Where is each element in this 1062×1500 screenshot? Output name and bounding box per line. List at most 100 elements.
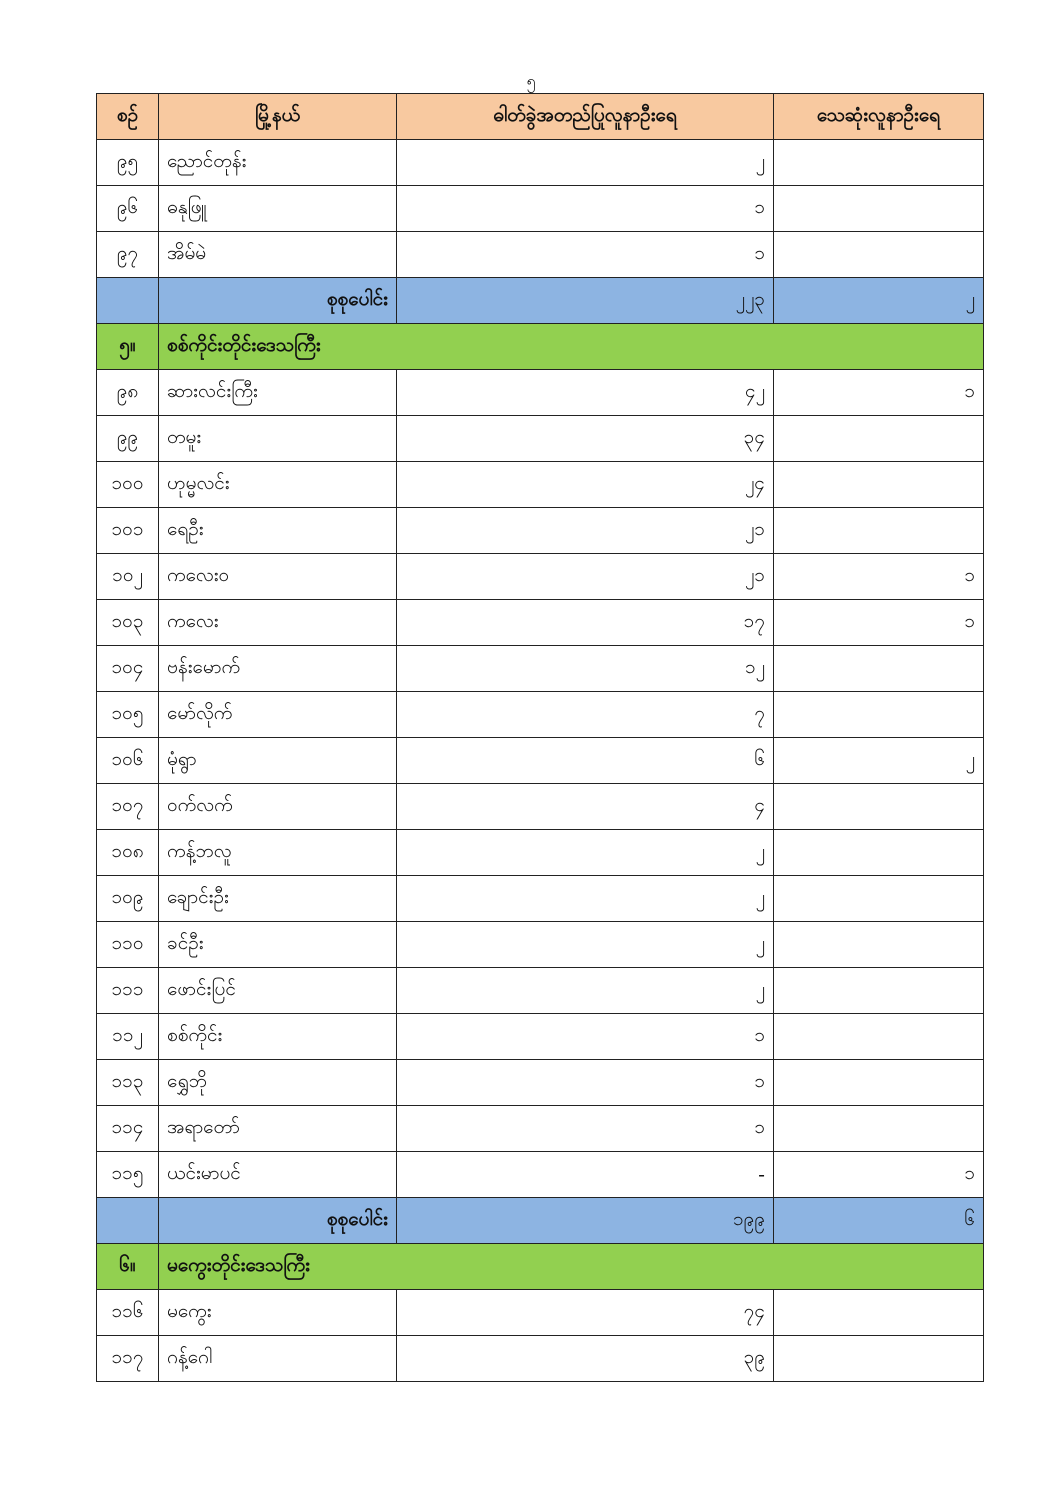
- township-name: ခင်ဦး: [158, 921, 397, 968]
- table-row: ၉၅ ညောင်တုန်း၂: [96, 139, 984, 186]
- township-name: ချောင်းဦး: [158, 875, 397, 922]
- total-blank: [96, 277, 159, 324]
- header-township: မြို့နယ်: [158, 93, 397, 140]
- death-count: ၁: [773, 599, 984, 646]
- township-name: ကန့်ဘလူ: [158, 829, 397, 876]
- death-count: [773, 415, 984, 462]
- section-number: ၅။: [96, 323, 159, 370]
- header-row: စဉ် မြို့နယ် ဓါတ်ခွဲအတည်ပြုလူနာဦးရေ သေဆု…: [96, 93, 984, 140]
- confirmed-count: ၃၉: [396, 1335, 774, 1382]
- township-name: ညောင်တုန်း: [158, 139, 397, 186]
- confirmed-count: ၁: [396, 185, 774, 232]
- row-number: ၁၁၁: [96, 967, 159, 1014]
- row-number: ၁၀၅: [96, 691, 159, 738]
- section-number: ၆။: [96, 1243, 159, 1290]
- confirmed-count: ၇: [396, 691, 774, 738]
- death-count: [773, 1289, 984, 1336]
- death-count: [773, 967, 984, 1014]
- row-number: ၁၁၂: [96, 1013, 159, 1060]
- death-count: [773, 1335, 984, 1382]
- confirmed-count: -: [396, 1151, 774, 1198]
- region-name: မကွေးတိုင်းဒေသကြီး: [158, 1243, 984, 1290]
- death-count: [773, 1013, 984, 1060]
- confirmed-count: ၁: [396, 1013, 774, 1060]
- death-count: [773, 139, 984, 186]
- row-number: ၁၀၉: [96, 875, 159, 922]
- confirmed-count: ၁၂: [396, 645, 774, 692]
- death-count: [773, 875, 984, 922]
- confirmed-count: ၁၇: [396, 599, 774, 646]
- township-name: အရာတော်: [158, 1105, 397, 1152]
- death-count: ၁: [773, 553, 984, 600]
- death-count: [773, 1105, 984, 1152]
- total-label: စုစုပေါင်း: [158, 277, 397, 324]
- total-deaths: ၂: [773, 277, 984, 324]
- row-number: ၁၀၄: [96, 645, 159, 692]
- table-row: ၁၀၃ ကလေး ၁၇၁: [96, 599, 984, 646]
- table-row: ၁၁၃ ရွှေဘို၁: [96, 1059, 984, 1106]
- confirmed-count: ၁: [396, 1105, 774, 1152]
- table-row: ၁၀၀ ဟုမ္မလင်း ၂၄: [96, 461, 984, 508]
- table-row: ၁၁၇ ဂန့်ဂေါ ၃၉: [96, 1335, 984, 1382]
- death-count: [773, 231, 984, 278]
- township-name: ဝက်လက်: [158, 783, 397, 830]
- table-row: ၉၉ တမူး ၃၄: [96, 415, 984, 462]
- township-name: ကလေး: [158, 599, 397, 646]
- table-row: ၁၀၄ ဗန်းမောက် ၁၂: [96, 645, 984, 692]
- death-count: [773, 507, 984, 554]
- header-no: စဉ်: [96, 93, 159, 140]
- township-name: ဂန့်ဂေါ: [158, 1335, 397, 1382]
- township-name: ကလေးဝ: [158, 553, 397, 600]
- death-count: [773, 783, 984, 830]
- township-name: စစ်ကိုင်း: [158, 1013, 397, 1060]
- table-row: ၁၀၁ ရေဦး ၂၁: [96, 507, 984, 554]
- confirmed-count: ၁: [396, 1059, 774, 1106]
- table-row: ၁၁၀ ခင်ဦး၂: [96, 921, 984, 968]
- confirmed-count: ၃၄: [396, 415, 774, 462]
- table-row: ၁၀၅ မော်လိုက်၇: [96, 691, 984, 738]
- row-number: ၁၀၂: [96, 553, 159, 600]
- township-name: ဓနုဖြူ: [158, 185, 397, 232]
- confirmed-count: ၂၄: [396, 461, 774, 508]
- death-count: ၂: [773, 737, 984, 784]
- row-number: ၉၈: [96, 369, 159, 416]
- total-deaths: ၆: [773, 1197, 984, 1244]
- death-count: [773, 1059, 984, 1106]
- total-confirmed: ၁၉၉: [396, 1197, 774, 1244]
- township-cases-table: စဉ် မြို့နယ် ဓါတ်ခွဲအတည်ပြုလူနာဦးရေ သေဆု…: [96, 93, 984, 1382]
- township-name: ဖောင်းပြင်: [158, 967, 397, 1014]
- confirmed-count: ၂: [396, 829, 774, 876]
- total-label: စုစုပေါင်း: [158, 1197, 397, 1244]
- confirmed-count: ၄: [396, 783, 774, 830]
- table-row: ၁၀၈ ကန့်ဘလူ၂: [96, 829, 984, 876]
- total-row: စုစုပေါင်း ၁၉၉၆: [96, 1197, 984, 1244]
- row-number: ၁၁၆: [96, 1289, 159, 1336]
- table-row: ၁၁၆ မကွေး ၇၄: [96, 1289, 984, 1336]
- table-row: ၁၀၆ မုံရွာ၆၂: [96, 737, 984, 784]
- row-number: ၁၀၆: [96, 737, 159, 784]
- page-number: ၅: [526, 71, 536, 90]
- row-number: ၉၉: [96, 415, 159, 462]
- township-name: ယင်းမာပင်: [158, 1151, 397, 1198]
- township-name: ဗန်းမောက်: [158, 645, 397, 692]
- row-number: ၉၅: [96, 139, 159, 186]
- township-name: ဆားလင်းကြီး: [158, 369, 397, 416]
- row-number: ၁၀၁: [96, 507, 159, 554]
- table-row: ၉၈ ဆားလင်းကြီး ၄၂၁: [96, 369, 984, 416]
- confirmed-count: ၂: [396, 921, 774, 968]
- row-number: ၁၀၀: [96, 461, 159, 508]
- confirmed-count: ၇၄: [396, 1289, 774, 1336]
- confirmed-count: ၂၁: [396, 507, 774, 554]
- table-row: ၉၇ အိမ်မဲ၁: [96, 231, 984, 278]
- total-row: စုစုပေါင်း ၂၂၃၂: [96, 277, 984, 324]
- row-number: ၁၁၄: [96, 1105, 159, 1152]
- row-number: ၁၀၈: [96, 829, 159, 876]
- confirmed-count: ၁: [396, 231, 774, 278]
- table-row: ၁၁၂ စစ်ကိုင်း၁: [96, 1013, 984, 1060]
- death-count: ၁: [773, 369, 984, 416]
- region-name: စစ်ကိုင်းတိုင်းဒေသကြီး: [158, 323, 984, 370]
- header-deaths: သေဆုံးလူနာဦးရေ: [773, 93, 984, 140]
- township-name: အိမ်မဲ: [158, 231, 397, 278]
- table-row: ၁၀၇ ဝက်လက်၄: [96, 783, 984, 830]
- region-section-row: ၆။ မကွေးတိုင်းဒေသကြီး: [96, 1243, 984, 1290]
